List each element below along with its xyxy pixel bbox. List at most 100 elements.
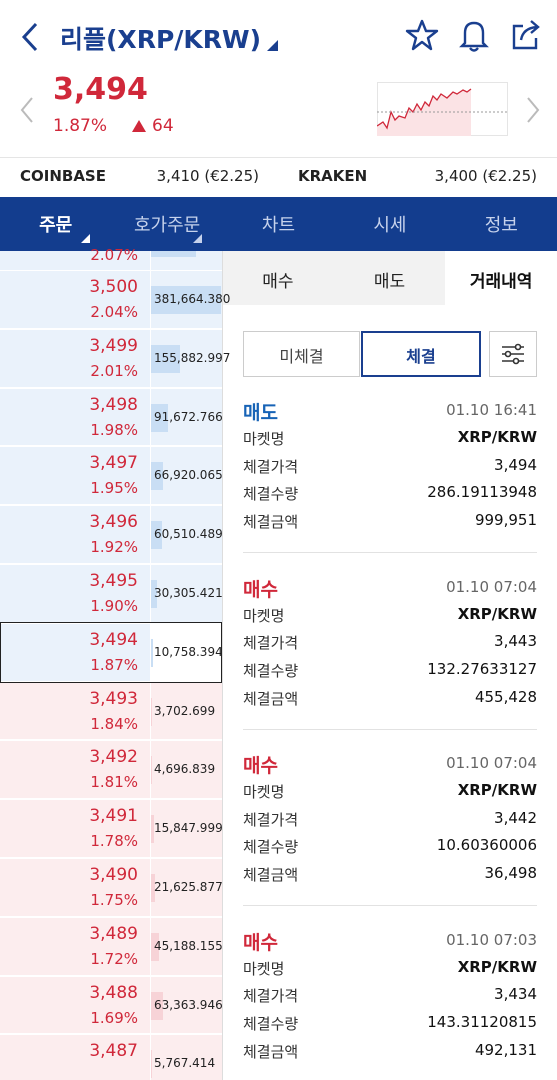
price: 3,491 bbox=[89, 806, 138, 827]
price: 3,488 bbox=[89, 982, 138, 1003]
field-value: 492,131 bbox=[474, 1040, 537, 1059]
field-label: 체결가격 bbox=[243, 457, 299, 476]
trade-type: 매수 bbox=[243, 931, 278, 954]
back-button[interactable] bbox=[18, 20, 44, 54]
trade-time: 01.10 16:41 bbox=[446, 401, 537, 419]
tab[interactable]: 주문 bbox=[39, 215, 73, 236]
bar bbox=[151, 251, 196, 257]
tab[interactable]: 시세 bbox=[373, 215, 407, 236]
tab[interactable]: 호가주문 bbox=[133, 215, 201, 236]
price-cell[interactable] bbox=[0, 976, 150, 1034]
field-label: 마켓명 bbox=[243, 783, 285, 801]
volume-bar bbox=[151, 580, 157, 608]
exchange-price: 3,400 (€2.25) bbox=[434, 167, 537, 185]
price-cell[interactable] bbox=[0, 800, 150, 857]
price: 3,494 bbox=[89, 629, 138, 650]
volume: 45,188.155 bbox=[154, 938, 223, 953]
volume-cell[interactable] bbox=[151, 565, 222, 622]
volume-cell[interactable] bbox=[151, 506, 222, 563]
price-cell[interactable] bbox=[0, 1035, 150, 1080]
volume-cell[interactable] bbox=[151, 976, 222, 1034]
volume: 10,758.394 bbox=[154, 644, 223, 659]
rate: 1.95% bbox=[90, 479, 138, 498]
volume-bar bbox=[151, 874, 155, 902]
volume: 4,696.839 bbox=[154, 762, 216, 777]
rate: 1.75% bbox=[90, 891, 138, 909]
price-cell[interactable] bbox=[0, 623, 150, 681]
field-label: 마켓명 bbox=[243, 430, 285, 448]
volume-cell[interactable] bbox=[151, 623, 222, 681]
tab[interactable]: 차트 bbox=[261, 215, 296, 236]
filter-label[interactable]: 체결 bbox=[406, 347, 436, 366]
volume-cell[interactable] bbox=[151, 1035, 222, 1080]
price-cell[interactable] bbox=[0, 917, 150, 975]
tab-dropdown bbox=[81, 234, 91, 243]
field-label: 체결금액 bbox=[243, 1042, 299, 1061]
prev-arrow[interactable] bbox=[18, 96, 36, 124]
price-cell[interactable] bbox=[0, 506, 150, 563]
rate: 2.07% bbox=[90, 246, 138, 264]
price-cell[interactable] bbox=[0, 388, 150, 446]
change-rate: 1.87% bbox=[53, 116, 108, 136]
filter-button[interactable] bbox=[361, 331, 481, 377]
price-cell[interactable] bbox=[0, 741, 150, 799]
volume-cell[interactable] bbox=[151, 741, 222, 799]
volume-bar bbox=[151, 697, 152, 726]
price-cell[interactable] bbox=[0, 447, 150, 505]
tab[interactable]: 정보 bbox=[484, 215, 518, 236]
field-label: 체결수량 bbox=[243, 485, 299, 504]
field-value: 286.19113948 bbox=[427, 483, 537, 502]
price: 3,500 bbox=[89, 277, 138, 297]
change: 64 bbox=[152, 116, 174, 136]
filter-label[interactable]: 미체결 bbox=[279, 347, 324, 366]
field-value: 36,498 bbox=[484, 864, 538, 883]
field-label: 체결수량 bbox=[243, 1014, 299, 1033]
trade-tab[interactable]: 매도 bbox=[373, 272, 406, 292]
volume-cell[interactable] bbox=[151, 800, 222, 857]
alarm-icon[interactable] bbox=[457, 18, 491, 52]
volume-cell[interactable] bbox=[151, 917, 222, 975]
filter-button[interactable] bbox=[243, 331, 360, 377]
trade-type: 매수 bbox=[243, 755, 278, 777]
current-price-box bbox=[0, 621, 222, 683]
volume-cell[interactable] bbox=[151, 682, 222, 740]
title[interactable]: 리플(XRP/KRW) bbox=[60, 25, 262, 54]
exchange-name: COINBASE bbox=[20, 167, 106, 185]
field-value: 3,442 bbox=[494, 808, 537, 827]
trade-tab[interactable]: 거래내역 bbox=[469, 272, 533, 292]
price-cell[interactable] bbox=[0, 271, 150, 328]
price-cell[interactable] bbox=[0, 859, 150, 916]
volume: 5,767.414 bbox=[154, 1056, 216, 1071]
volume: 15,847.999 bbox=[154, 821, 223, 836]
field-label: 마켓명 bbox=[243, 959, 285, 978]
price: 3,495 bbox=[89, 571, 138, 591]
field-value: XRP/KRW bbox=[457, 957, 537, 976]
favorite-icon[interactable] bbox=[405, 18, 439, 52]
rate: 1.92% bbox=[90, 538, 138, 557]
volume-cell[interactable] bbox=[151, 859, 222, 916]
volume-bar bbox=[151, 991, 163, 1020]
field-value: 3,434 bbox=[494, 985, 537, 1004]
price-cell[interactable] bbox=[0, 565, 150, 622]
price-cell[interactable] bbox=[0, 682, 150, 740]
volume-bar bbox=[151, 638, 153, 667]
filter-settings[interactable] bbox=[489, 331, 537, 377]
title-dropdown bbox=[267, 40, 278, 51]
trade-time: 01.10 07:04 bbox=[446, 577, 537, 596]
exchange-name: KRAKEN bbox=[298, 167, 368, 185]
price: 3,492 bbox=[89, 747, 138, 768]
price-cell[interactable] bbox=[0, 329, 150, 387]
rate: 1.78% bbox=[90, 832, 138, 851]
volume-bar bbox=[151, 815, 154, 844]
next-arrow[interactable] bbox=[524, 96, 542, 124]
rate: 1.72% bbox=[90, 949, 138, 968]
volume: 381,664.380 bbox=[154, 292, 231, 306]
rate: 1.98% bbox=[90, 420, 138, 439]
trade-tab[interactable]: 매수 bbox=[262, 272, 294, 292]
share-icon[interactable] bbox=[509, 18, 543, 52]
field-value: 143.31120815 bbox=[427, 1012, 537, 1031]
rate: 2.04% bbox=[90, 303, 138, 321]
volume: 63,363.946 bbox=[154, 997, 223, 1012]
field-value: 10.60360006 bbox=[436, 836, 537, 855]
